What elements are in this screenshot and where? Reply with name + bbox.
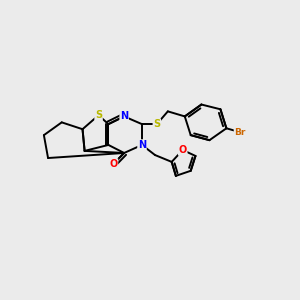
Text: O: O — [109, 159, 118, 169]
Text: S: S — [95, 110, 102, 120]
Text: O: O — [178, 145, 187, 155]
Text: Br: Br — [234, 128, 246, 137]
Text: N: N — [120, 111, 128, 122]
Text: N: N — [138, 140, 146, 150]
Text: S: S — [153, 119, 161, 129]
